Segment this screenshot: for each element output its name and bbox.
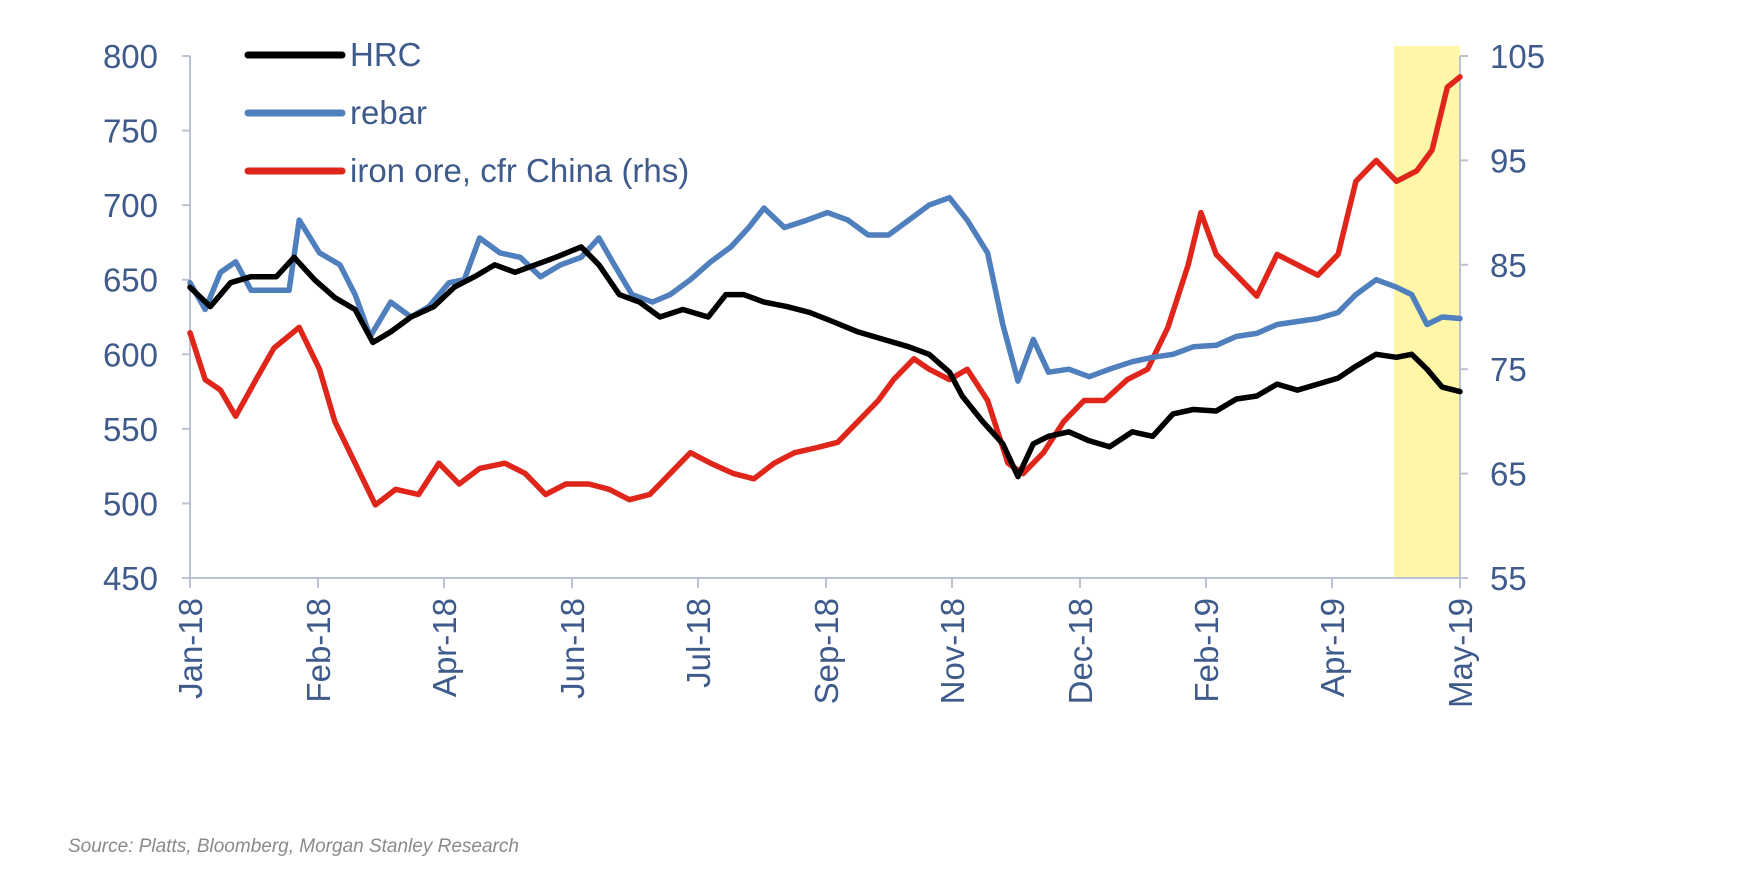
y-left-tick-label: 650 — [103, 262, 158, 299]
series-line-iron-ore — [187, 74, 1463, 508]
y-right-tick-label: 105 — [1490, 38, 1545, 75]
y-left-tick-label: 800 — [103, 38, 158, 75]
series-line-rebar — [187, 194, 1463, 384]
legend: HRC rebar iron ore, cfr China (rhs) — [244, 36, 689, 189]
y-left-tick-label: 600 — [103, 336, 158, 373]
x-tick-label: Sep-18 — [808, 598, 845, 704]
axes-layer: 800 750 700 650 600 550 500 450 105 95 85 75 65 55 Jan… — [103, 38, 1545, 708]
y-right-tick-label: 55 — [1490, 560, 1527, 597]
legend-label-hrc: HRC — [350, 36, 422, 73]
x-tick-label: Feb-19 — [1188, 598, 1225, 703]
source-note: Source: Platts, Bloomberg, Morgan Stanle… — [68, 836, 519, 857]
x-tick-label: Nov-18 — [934, 598, 971, 704]
y-left-tick-label: 700 — [103, 187, 158, 224]
x-tick-label: Feb-18 — [300, 598, 337, 703]
y-right-tick-label: 65 — [1490, 456, 1527, 493]
series-layer — [187, 74, 1463, 508]
y-right-tick-label: 85 — [1490, 247, 1527, 284]
x-tick-label: Jul-18 — [680, 598, 717, 688]
y-left-tick-label: 500 — [103, 485, 158, 522]
x-tick-label: Jun-18 — [554, 598, 591, 699]
y-right-tick-label: 75 — [1490, 351, 1527, 388]
y-left-tick-label: 550 — [103, 411, 158, 448]
series-line-hrc — [187, 244, 1463, 480]
y-left-tick-label: 750 — [103, 113, 158, 150]
y-right-tick-label: 95 — [1490, 142, 1527, 179]
legend-label-iron-ore: iron ore, cfr China (rhs) — [350, 152, 689, 189]
x-tick-label: May-19 — [1442, 598, 1479, 708]
x-tick-label: Dec-18 — [1062, 598, 1099, 704]
y-left-tick-label: 450 — [103, 560, 158, 597]
highlight-layer — [1393, 46, 1460, 578]
x-tick-label: Apr-18 — [426, 598, 463, 697]
highlight-band — [1393, 46, 1460, 578]
legend-label-rebar: rebar — [350, 94, 427, 131]
x-tick-label: Apr-19 — [1314, 598, 1351, 697]
x-tick-label: Jan-18 — [172, 598, 209, 699]
